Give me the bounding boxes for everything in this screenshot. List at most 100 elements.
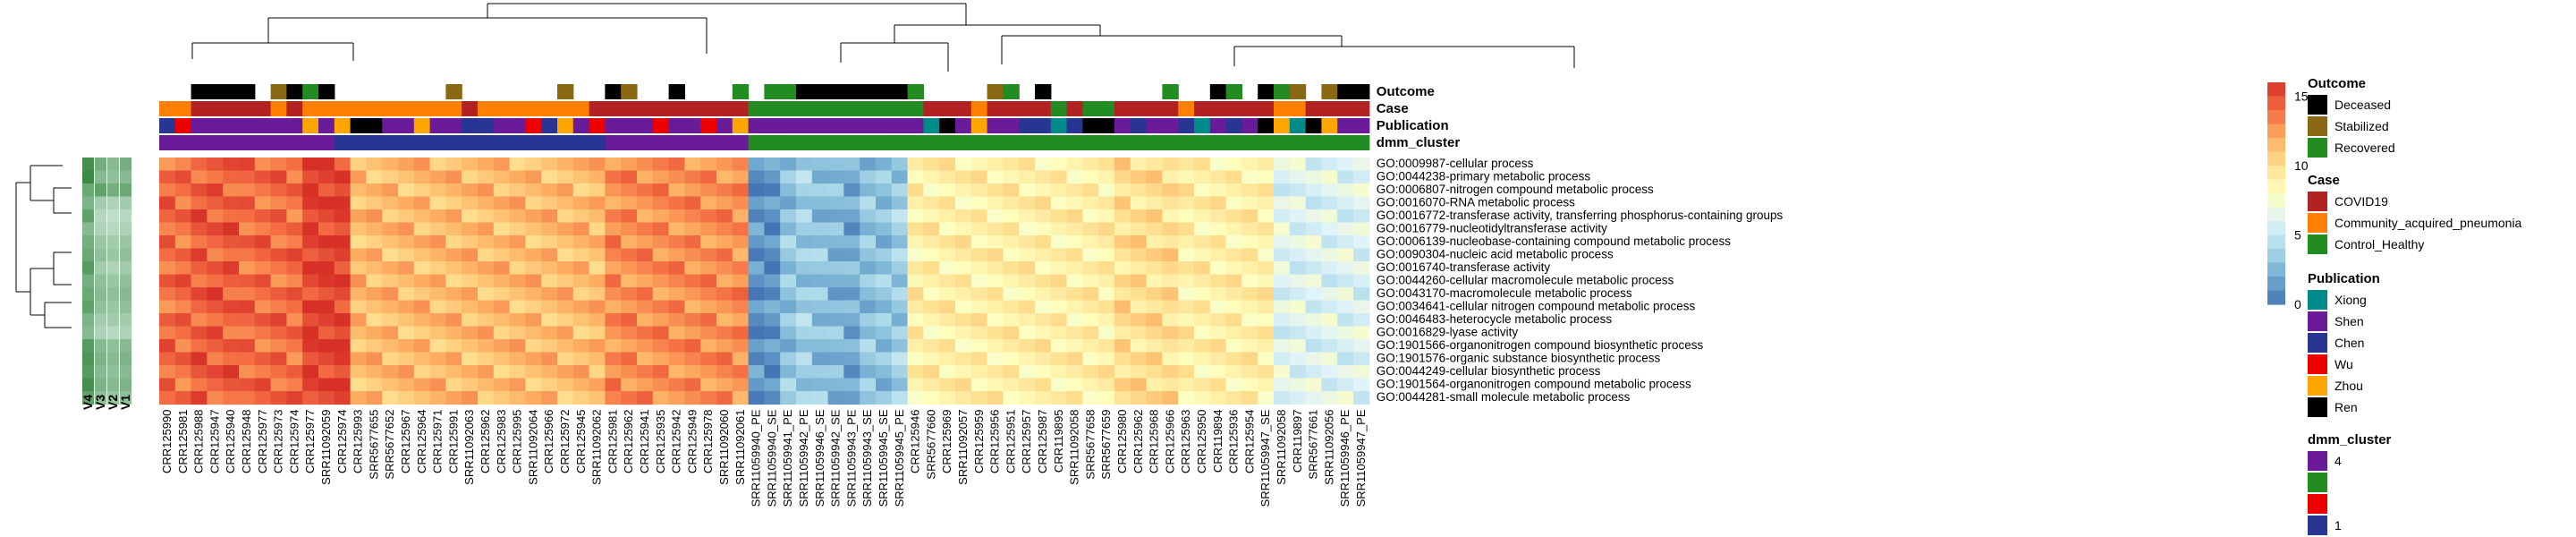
heatmap-cell (891, 352, 909, 366)
dmm-cluster-cell (1241, 135, 1258, 150)
heatmap-cell (509, 222, 526, 236)
outcome-cell (1289, 84, 1307, 99)
dmm-cluster-cell (1035, 135, 1052, 150)
heatmap-cell (1258, 261, 1275, 276)
column-label: SRR5677661 (1307, 410, 1320, 480)
heatmap-cell (445, 339, 462, 354)
heatmap-cell (684, 274, 701, 288)
dmm-cluster-cell (493, 135, 511, 150)
heatmap-cell (207, 313, 224, 328)
heatmap-cell (302, 352, 319, 366)
heatmap-cell (1114, 261, 1131, 276)
row-label: GO:1901564-organonitrogen compound metab… (1377, 378, 1691, 391)
heatmap-cell (970, 183, 988, 198)
heatmap-cell (1035, 365, 1052, 379)
heatmap-cell (876, 170, 893, 184)
heatmap-cell (987, 365, 1004, 379)
heatmap-cell (716, 274, 733, 288)
heatmap-cell (621, 365, 638, 379)
heatmap-cell (1321, 287, 1338, 302)
heatmap-cell (366, 170, 383, 184)
heatmap-cell (716, 326, 733, 340)
heatmap-cell (621, 222, 638, 236)
heatmap-cell (796, 313, 813, 328)
heatmap-cell (1321, 209, 1338, 224)
heatmap-cell (1225, 248, 1242, 262)
heatmap-cell (159, 222, 176, 236)
heatmap-cell (637, 378, 654, 392)
color-scale-segment (2267, 290, 2285, 305)
dmm-cluster-cell (684, 135, 701, 150)
heatmap-cell (1305, 248, 1322, 262)
heatmap-cell (1194, 352, 1211, 366)
heatmap-cell (350, 313, 367, 328)
heatmap-cell (955, 158, 972, 172)
heatmap-cell (716, 170, 733, 184)
heatmap-cell (174, 339, 192, 354)
heatmap-cell (764, 352, 781, 366)
heatmap-cell (1035, 158, 1052, 172)
heatmap-cell (302, 183, 319, 198)
heatmap-cell (1114, 158, 1131, 172)
heatmap-cell (509, 235, 526, 250)
heatmap-cell (159, 248, 176, 262)
heatmap-cell (1225, 326, 1242, 340)
heatmap-cell (1003, 352, 1020, 366)
heatmap-cell (732, 365, 750, 379)
heatmap-cell (429, 300, 446, 314)
heatmap-cell (1241, 300, 1258, 314)
dmm-cluster-cell (382, 135, 399, 150)
side-cell (120, 209, 131, 224)
heatmap-cell (796, 183, 813, 198)
heatmap-cell (876, 209, 893, 224)
heatmap-cell (1050, 222, 1068, 236)
heatmap-cell (1241, 248, 1258, 262)
heatmap-cell (174, 391, 192, 405)
heatmap-cell (509, 209, 526, 224)
heatmap-cell (907, 274, 924, 288)
heatmap-cell (1130, 158, 1148, 172)
heatmap-cell (637, 222, 654, 236)
publication-cell (860, 118, 877, 133)
heatmap-cell (1274, 196, 1291, 210)
dmm-cluster-cell (1258, 135, 1275, 150)
heatmap-cell (1209, 274, 1227, 288)
heatmap-cell (939, 261, 956, 276)
heatmap-cell (860, 196, 877, 210)
heatmap-cell (493, 287, 511, 302)
heatmap-cell (270, 235, 287, 250)
heatmap-cell (462, 391, 479, 405)
heatmap-cell (223, 235, 240, 250)
heatmap-cell (891, 183, 909, 198)
side-cell (107, 300, 119, 314)
heatmap-cell (1050, 300, 1068, 314)
heatmap-cell (1130, 339, 1148, 354)
heatmap-cell (1098, 196, 1115, 210)
heatmap-cell (939, 248, 956, 262)
column-label: CRR125963 (1179, 410, 1192, 474)
heatmap-cell (223, 287, 240, 302)
dmm-cluster-cell (907, 135, 924, 150)
column-label: SRR11092063 (462, 410, 476, 485)
heatmap-cell (1050, 378, 1068, 392)
heatmap-cell (987, 248, 1004, 262)
heatmap-cell (1035, 261, 1052, 276)
heatmap-cell (1274, 313, 1291, 328)
heatmap-cell (1178, 313, 1195, 328)
heatmap-cell (700, 222, 717, 236)
heatmap-cell (239, 365, 256, 379)
heatmap-cell (334, 365, 352, 379)
heatmap-cell (811, 222, 829, 236)
heatmap-cell (382, 261, 399, 276)
heatmap-cell (509, 339, 526, 354)
publication-cell (605, 118, 622, 133)
dmm-cluster-cell (1194, 135, 1211, 150)
heatmap-cell (1337, 248, 1354, 262)
heatmap-cell (1098, 248, 1115, 262)
heatmap-cell (557, 378, 574, 392)
heatmap-cell (827, 222, 844, 236)
heatmap-cell (1162, 365, 1179, 379)
heatmap-cell (159, 365, 176, 379)
dmm-cluster-cell (621, 135, 638, 150)
heatmap-cell (493, 391, 511, 405)
